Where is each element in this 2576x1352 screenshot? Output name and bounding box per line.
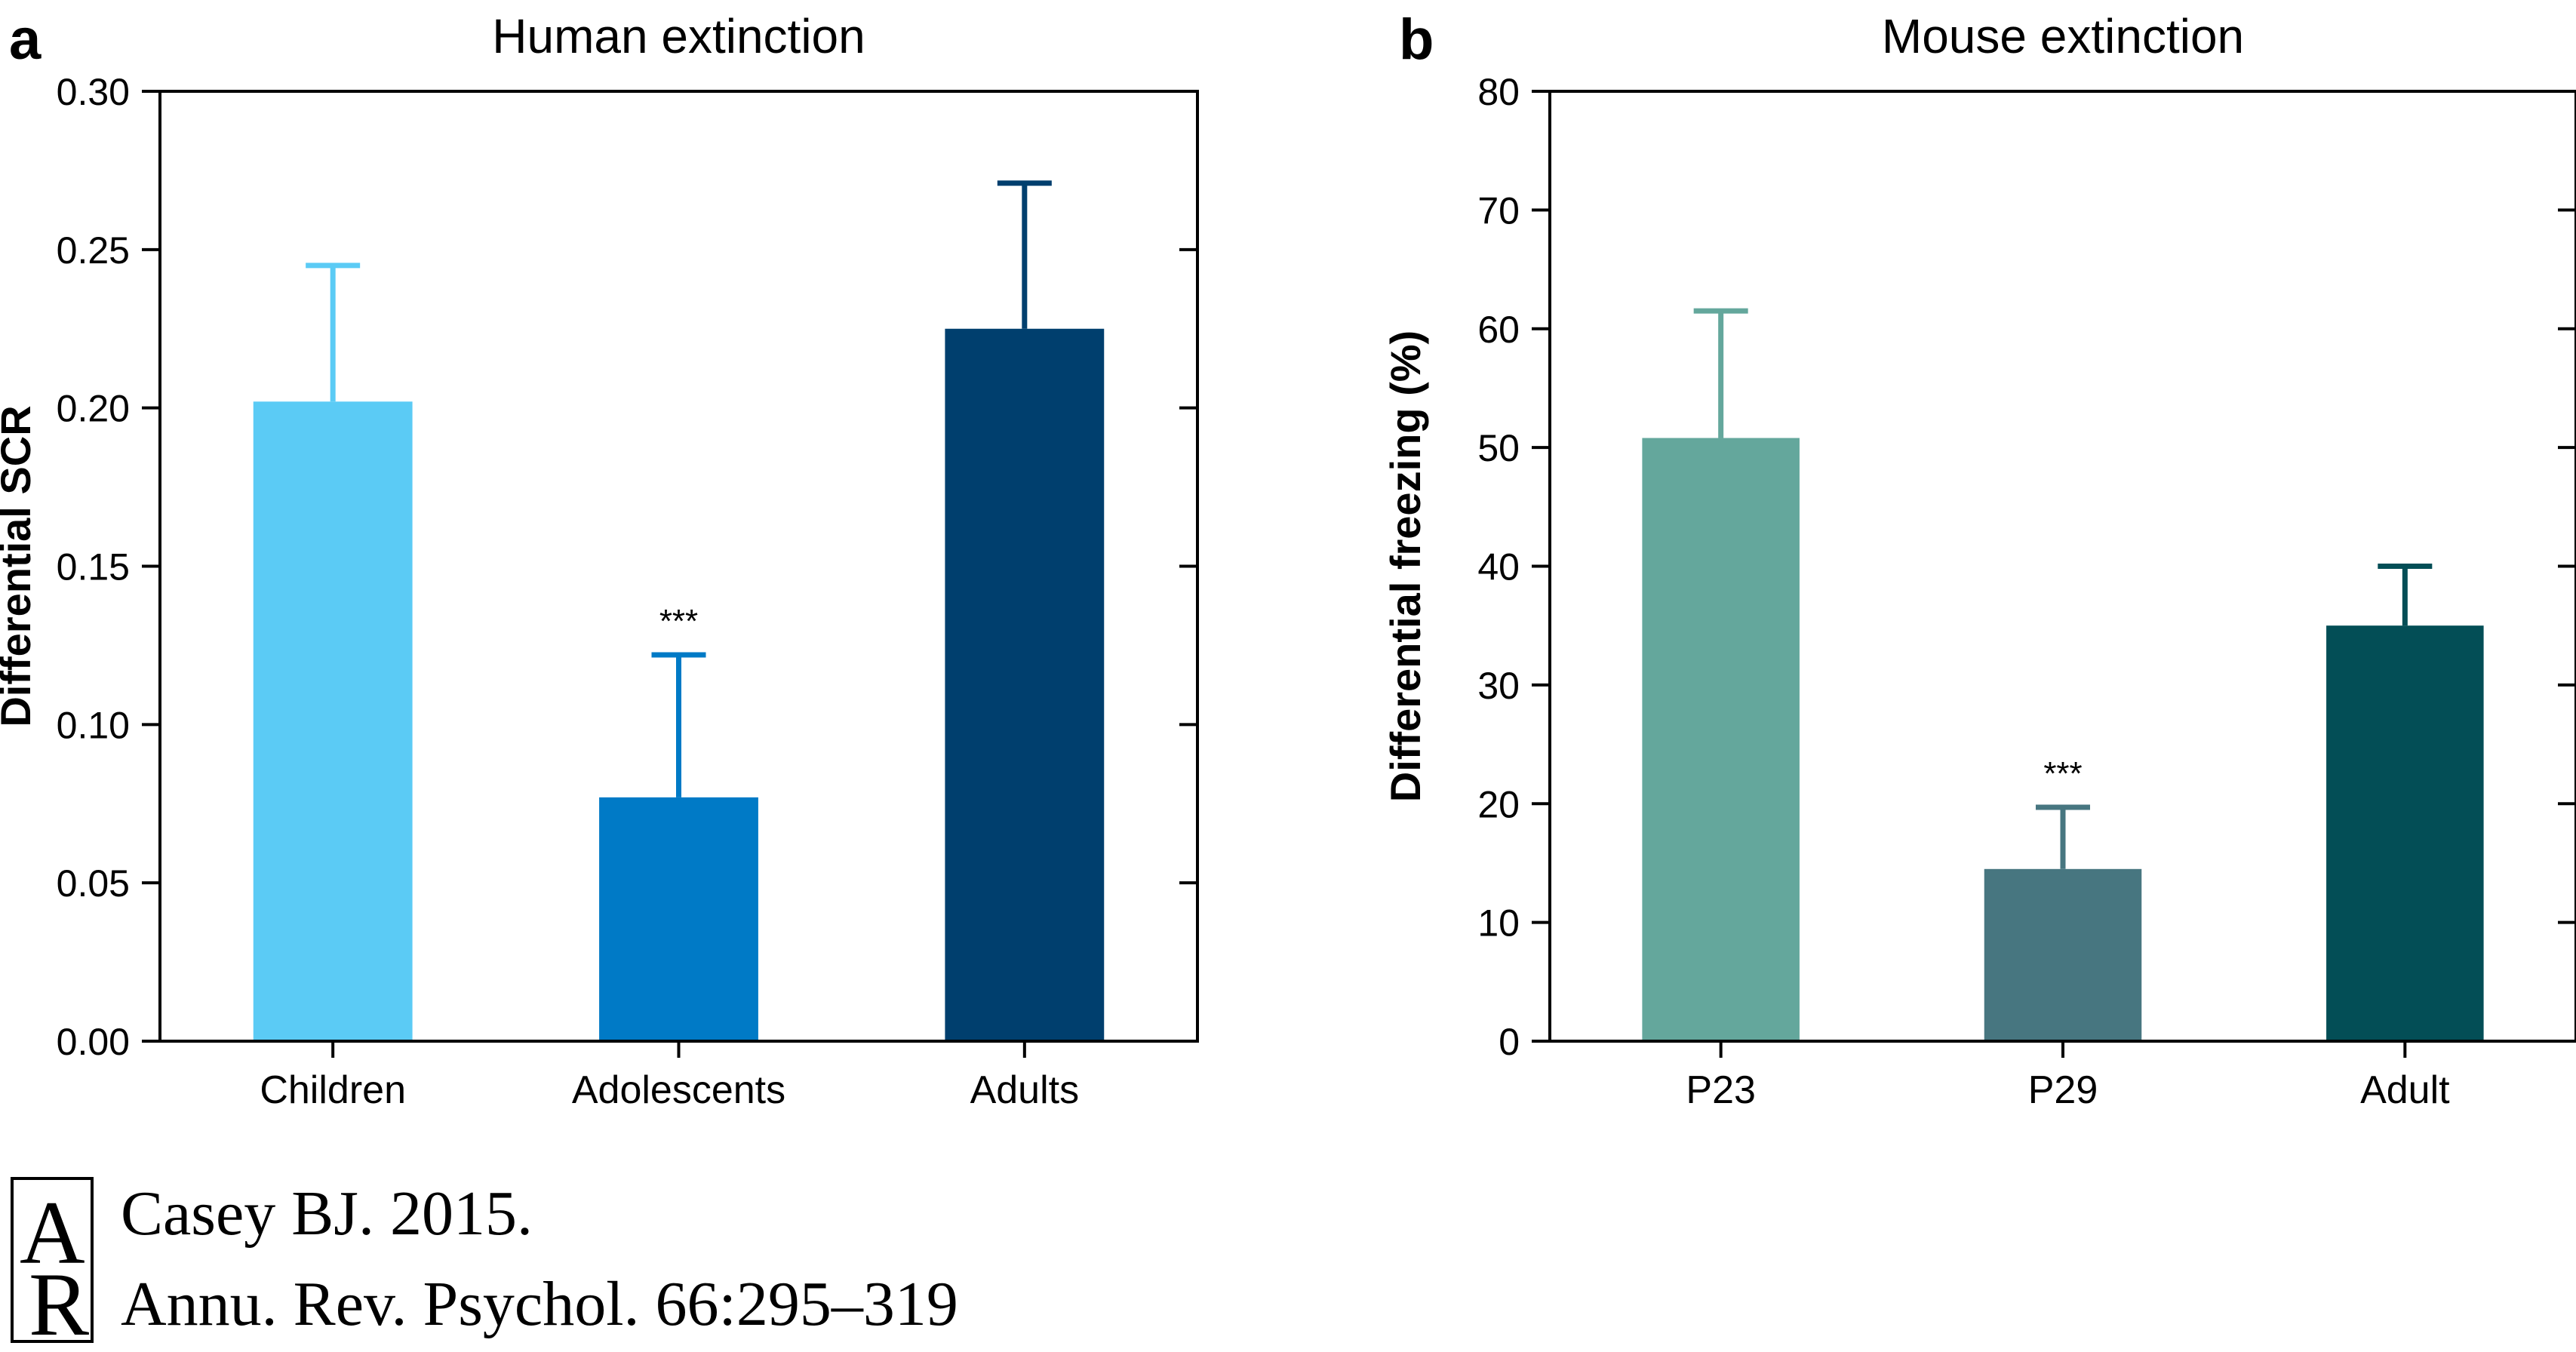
significance-marker: ***	[659, 603, 698, 640]
y-tick-label: 30	[1477, 665, 1520, 707]
y-tick-label: 0.00	[57, 1021, 130, 1063]
x-tick-label: Adults	[970, 1068, 1080, 1112]
y-tick-label: 50	[1477, 427, 1520, 469]
x-tick-label: Adult	[2360, 1068, 2450, 1112]
bar	[1642, 438, 1800, 1041]
y-axis-label: Differential SCR	[0, 405, 39, 727]
x-tick-label: Children	[260, 1068, 406, 1112]
x-tick-label: P29	[2028, 1068, 2098, 1112]
citation-journal: Annu. Rev. Psychol. 66:295–319	[121, 1269, 958, 1339]
x-tick-label: P23	[1686, 1068, 1756, 1112]
y-tick-label: 0.05	[57, 862, 130, 905]
y-tick-label: 70	[1477, 189, 1520, 232]
y-tick-label: 0	[1499, 1021, 1520, 1063]
chart-title: Human extinction	[492, 9, 865, 63]
y-tick-label: 0.30	[57, 71, 130, 113]
chart-title: Mouse extinction	[1882, 9, 2244, 63]
bar	[253, 401, 413, 1041]
x-tick-label: Adolescents	[572, 1068, 785, 1112]
bar	[2326, 625, 2484, 1041]
y-tick-label: 60	[1477, 309, 1520, 351]
annual-reviews-logo: A R	[11, 1177, 94, 1352]
plot-frame	[158, 90, 1199, 1043]
y-tick-label: 0.15	[57, 546, 130, 588]
citation-author-year: Casey BJ. 2015.	[121, 1178, 533, 1249]
y-tick-label: 40	[1477, 546, 1520, 588]
chart-panel-a: a Human extinction Differential SCR 0.00 0.0…	[0, 8, 1199, 1112]
y-tick-label: 10	[1477, 902, 1520, 945]
citation: A R Casey BJ. 2015. Annu. Rev. Psychol. …	[0, 1162, 1132, 1352]
charts-svg: a Human extinction Differential SCR 0.00 0.0…	[0, 8, 2576, 1112]
bar	[945, 328, 1105, 1041]
svg-text:R: R	[29, 1254, 89, 1340]
panel-label: b	[1399, 8, 1434, 72]
significance-marker: ***	[2043, 755, 2082, 792]
bar	[1984, 868, 2142, 1041]
y-tick-label: 0.10	[57, 704, 130, 746]
y-tick-label: 0.25	[57, 229, 130, 272]
y-tick-label: 80	[1477, 71, 1520, 113]
y-axis-label: Differential freezing (%)	[1382, 330, 1429, 802]
y-tick-label: 0.20	[57, 388, 130, 430]
panel-label: a	[9, 8, 41, 72]
plot-frame	[1548, 90, 2576, 1043]
svg-text:A: A	[20, 1182, 85, 1283]
bar	[599, 797, 758, 1041]
chart-panel-b: b Mouse extinction Differential freezing (…	[1382, 8, 2576, 1112]
y-tick-label: 20	[1477, 783, 1520, 825]
